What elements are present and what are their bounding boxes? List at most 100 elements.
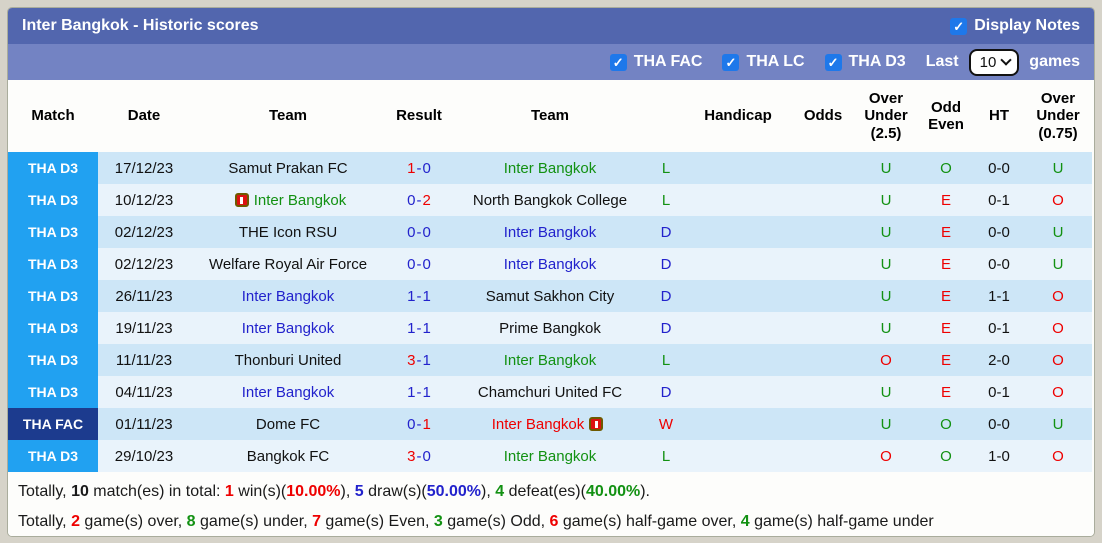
filter-tha-lc[interactable]: THA LC [722,53,805,71]
odds-value [792,248,854,280]
half-time-score: 1-1 [974,280,1024,312]
home-team: THE Icon RSU [190,216,386,248]
odds-value [792,344,854,376]
odd-even: E [918,344,974,376]
col-header-team-away: Team [530,107,570,125]
odd-even: E [918,216,974,248]
table-row: THA D3 19/11/23 Inter Bangkok 1-1 Prime … [8,312,1094,344]
over-under-075: O [1024,280,1092,312]
match-date: 02/12/23 [98,216,190,248]
games-label: games [1029,53,1080,70]
result-score: 3-1 [386,344,452,376]
league-badge: THA D3 [8,184,98,216]
odds-value [792,312,854,344]
tha-fac-checkbox[interactable] [609,53,627,71]
games-count-select[interactable]: 10 [968,48,1020,76]
away-team: Samut Sakhon City [452,280,648,312]
away-team: North Bangkok College [452,184,648,216]
filter-tha-d3[interactable]: THA D3 [824,53,906,71]
summary-line-1: Totally, 10 match(es) in total: 1 win(s)… [18,483,650,500]
summary-line-2: Totally, 2 game(s) over, 8 game(s) under… [18,513,934,530]
table-row: THA D3 02/12/23 THE Icon RSU 0-0 Inter B… [8,216,1094,248]
table-row: THA D3 11/11/23 Thonburi United 3-1 Inte… [8,344,1094,376]
result-letter: D [648,376,684,408]
result-score: 0-0 [386,216,452,248]
away-team: Prime Bangkok [452,312,648,344]
handicap-value [684,440,792,472]
tha-d3-label: THA D3 [848,53,906,70]
table-row: THA D3 26/11/23 Inter Bangkok 1-1 Samut … [8,280,1094,312]
tha-lc-label: THA LC [746,53,805,70]
over-under-075: O [1024,184,1092,216]
half-time-score: 2-0 [974,344,1024,376]
tha-fac-label: THA FAC [633,53,703,70]
home-team: Samut Prakan FC [190,152,386,184]
league-badge: THA D3 [8,216,98,248]
col-header-over-under-25: Over Under (2.5) [864,90,908,142]
half-time-score: 1-0 [974,440,1024,472]
over-under-25: U [854,312,918,344]
odd-even: O [918,152,974,184]
league-badge: THA D3 [8,376,98,408]
odd-even: O [918,408,974,440]
over-under-25: U [854,376,918,408]
games-count-value: 10 [979,53,997,71]
odd-even: E [918,280,974,312]
away-team: Chamchuri United FC [452,376,648,408]
tha-d3-checkbox[interactable] [824,53,842,71]
filter-bar: THA FAC THA LC THA D3 Last 10 games [8,44,1094,80]
over-under-075: U [1024,248,1092,280]
match-date: 04/11/23 [98,376,190,408]
result-letter: W [648,408,684,440]
league-badge: THA D3 [8,248,98,280]
result-score: 3-0 [386,440,452,472]
over-under-25: U [854,152,918,184]
display-notes-label: Display Notes [974,17,1080,34]
display-notes-toggle[interactable]: Display Notes [950,17,1080,35]
over-under-075: O [1024,440,1092,472]
tha-lc-checkbox[interactable] [722,53,740,71]
over-under-25: U [854,216,918,248]
title-bar: Inter Bangkok - Historic scores Display … [8,8,1094,44]
display-notes-checkbox[interactable] [950,17,968,35]
table-row: THA D3 17/12/23 Samut Prakan FC 1-0 Inte… [8,152,1094,184]
handicap-value [684,152,792,184]
result-letter: D [648,216,684,248]
over-under-25: U [854,184,918,216]
match-date: 10/12/23 [98,184,190,216]
over-under-25: U [854,280,918,312]
col-header-letter [648,80,684,152]
odds-value [792,216,854,248]
table-row: THA FAC 01/11/23 Dome FC 0-1 Inter Bangk… [8,408,1094,440]
over-under-075: O [1024,376,1092,408]
odd-even: E [918,248,974,280]
match-date: 02/12/23 [98,248,190,280]
summary-section: Totally, 10 match(es) in total: 1 win(s)… [8,472,1094,536]
over-under-25: O [854,440,918,472]
league-badge: THA D3 [8,312,98,344]
handicap-value [684,344,792,376]
away-team: Inter Bangkok [452,152,648,184]
odd-even: E [918,376,974,408]
half-time-score: 0-0 [974,408,1024,440]
result-letter: L [648,152,684,184]
historic-scores-panel: Inter Bangkok - Historic scores Display … [7,7,1095,537]
result-letter: D [648,248,684,280]
col-header-over-under-075: Over Under (0.75) [1036,90,1080,142]
odds-value [792,408,854,440]
table-row: THA D3 02/12/23 Welfare Royal Air Force … [8,248,1094,280]
result-letter: L [648,184,684,216]
filter-tha-fac[interactable]: THA FAC [609,53,703,71]
match-date: 11/11/23 [98,344,190,376]
table-body: THA D3 17/12/23 Samut Prakan FC 1-0 Inte… [8,152,1094,472]
league-badge: THA FAC [8,408,98,440]
away-team: Inter Bangkok [452,216,648,248]
handicap-value [684,376,792,408]
result-score: 1-1 [386,280,452,312]
col-header-team-home: Team [268,107,308,125]
table-row: THA D3 10/12/23 Inter Bangkok 0-2 North … [8,184,1094,216]
league-badge: THA D3 [8,344,98,376]
half-time-score: 0-1 [974,376,1024,408]
handicap-value [684,184,792,216]
odds-value [792,376,854,408]
